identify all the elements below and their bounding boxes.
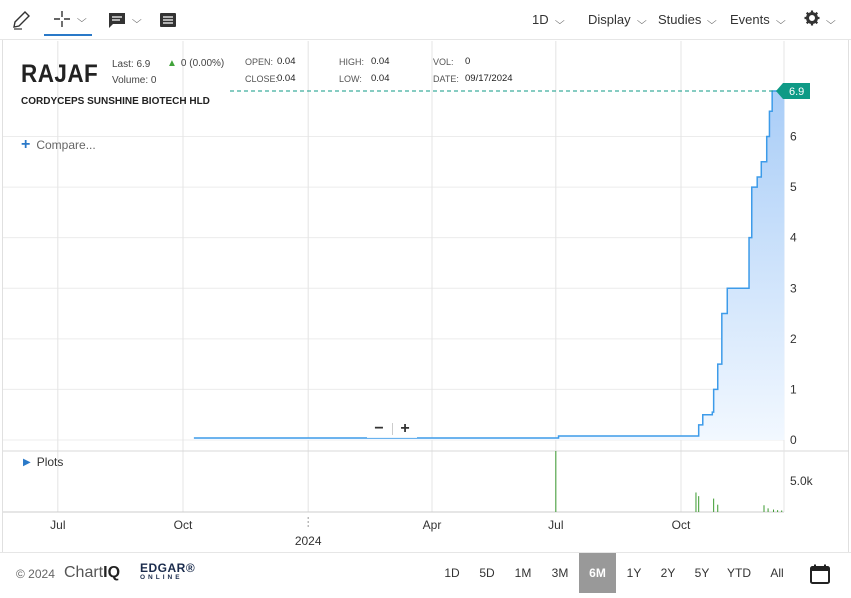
- range-1y-button[interactable]: 1Y: [626, 566, 642, 580]
- events-menu-label: Events: [730, 12, 770, 27]
- crosshair-tool[interactable]: ⌵: [44, 4, 92, 36]
- display-menu-label: Display: [588, 12, 631, 27]
- price-change: ▲ 0 (0.00%): [167, 58, 224, 69]
- high-label: HIGH:: [339, 57, 365, 67]
- date-value: 09/17/2024: [465, 73, 513, 84]
- low-value: 0.04: [371, 73, 390, 84]
- events-menu[interactable]: Events ⌵: [730, 12, 786, 27]
- period-menu-label: 1D: [532, 12, 549, 27]
- chart-toolbar: ⌵ ⌵ 1D ⌵ Display ⌵ Studies ⌵ Events ⌵ ⌵: [0, 0, 851, 40]
- zoom-out-button[interactable]: −: [374, 420, 384, 437]
- range-2y-button[interactable]: 2Y: [660, 566, 676, 580]
- range-1d-button[interactable]: 1D: [444, 566, 460, 580]
- chevron-down-icon: ⌵: [775, 15, 786, 27]
- last-value: 6.9: [136, 59, 151, 70]
- up-arrow-icon: ▲: [167, 58, 177, 69]
- plus-icon: +: [21, 136, 31, 153]
- triangle-right-icon: ▶: [23, 456, 31, 468]
- studies-menu-label: Studies: [658, 12, 702, 27]
- range-1m-button[interactable]: 1M: [514, 566, 532, 580]
- plots-label: Plots: [36, 455, 64, 469]
- edgar-online-logo: EDGAR® ONLINE: [140, 561, 196, 581]
- period-menu[interactable]: 1D ⌵: [532, 12, 565, 27]
- close-value: 0.04: [277, 73, 296, 84]
- open-label: OPEN:: [245, 57, 274, 67]
- crosshair-icon: [52, 9, 72, 29]
- table-icon[interactable]: [158, 8, 178, 32]
- last-price: Last: 6.9: [112, 59, 150, 70]
- company-name: CORDYCEPS SUNSHINE BIOTECH HLD: [21, 96, 210, 107]
- comment-icon: [107, 10, 127, 30]
- vol-value: 0: [465, 56, 471, 67]
- zoom-divider: [391, 423, 393, 435]
- chevron-down-icon: ⌵: [76, 13, 87, 25]
- zoom-controls: − +: [367, 420, 417, 438]
- copyright-text: © 2024: [16, 567, 55, 581]
- chevron-down-icon: ⌵: [825, 15, 836, 27]
- volume-value: 0: [150, 75, 157, 86]
- chevron-down-icon: ⌵: [707, 15, 718, 27]
- chartiq-logo: ChartIQ: [64, 564, 121, 581]
- chevron-down-icon: ⌵: [131, 14, 142, 26]
- range-ytd-button[interactable]: YTD: [727, 566, 751, 580]
- change-value: 0 (0.00%): [180, 58, 225, 69]
- volume-summary: Volume: 0: [112, 75, 156, 86]
- range-3m-button[interactable]: 3M: [551, 566, 569, 580]
- range-all-button[interactable]: All: [770, 566, 784, 580]
- comment-tool[interactable]: ⌵: [107, 8, 142, 32]
- studies-menu[interactable]: Studies ⌵: [658, 12, 718, 27]
- range-5y-button[interactable]: 5Y: [694, 566, 710, 580]
- low-label: LOW:: [339, 74, 362, 84]
- zoom-in-button[interactable]: +: [400, 420, 410, 437]
- settings-menu[interactable]: ⌵: [804, 10, 836, 29]
- range-6m-button[interactable]: 6M: [579, 553, 616, 593]
- compare-label: Compare...: [36, 138, 96, 152]
- plots-toggle[interactable]: ▶ Plots: [23, 455, 63, 469]
- last-label: Last:: [112, 59, 134, 70]
- high-value: 0.04: [371, 56, 390, 67]
- display-menu[interactable]: Display ⌵: [588, 12, 647, 27]
- chevron-down-icon: ⌵: [636, 15, 647, 27]
- volume-label: Volume:: [112, 75, 149, 86]
- chart-footer: © 2024 ChartIQ EDGAR® ONLINE 1D 5D 1M 3M…: [0, 552, 851, 598]
- ticker-symbol: RAJAF: [21, 60, 99, 88]
- date-label: DATE:: [433, 74, 459, 84]
- chevron-down-icon: ⌵: [554, 15, 565, 27]
- calendar-icon[interactable]: [809, 563, 831, 590]
- close-label: CLOSE:: [245, 74, 279, 84]
- vol-label: VOL:: [433, 57, 454, 67]
- gear-icon: [804, 10, 820, 29]
- pencil-icon[interactable]: [10, 8, 32, 32]
- compare-button[interactable]: + Compare...: [21, 136, 96, 153]
- chart-area[interactable]: [2, 40, 849, 552]
- range-5d-button[interactable]: 5D: [479, 566, 495, 580]
- open-value: 0.04: [277, 56, 296, 67]
